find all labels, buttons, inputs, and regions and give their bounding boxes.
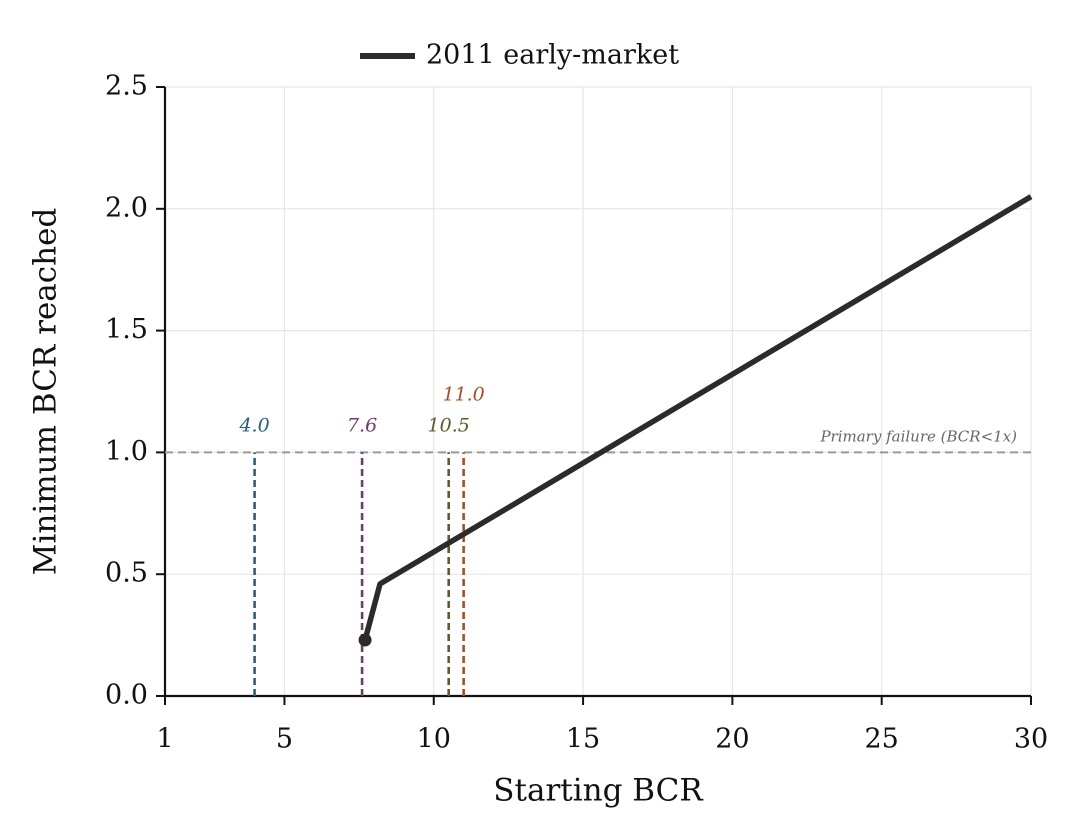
y-tick-label: 1.0 [105, 436, 148, 467]
reference-label: Primary failure (BCR<1x) [819, 427, 1017, 445]
y-tick-label: 2.0 [105, 192, 148, 223]
legend-label: 2011 early-market [426, 40, 679, 71]
y-tick-label: 1.5 [105, 314, 148, 345]
threshold-label: 11.0 [442, 383, 484, 405]
threshold-label: 4.0 [238, 414, 269, 436]
x-tick-label: 1 [156, 724, 173, 755]
x-axis-label: Starting BCR [493, 773, 704, 809]
y-tick-label: 0.5 [105, 558, 148, 589]
threshold-label: 10.5 [428, 414, 470, 436]
x-tick-label: 10 [417, 724, 451, 755]
series-line [362, 194, 1033, 641]
y-tick-label: 0.0 [105, 680, 148, 711]
x-tick-label: 25 [865, 724, 899, 755]
start-marker [358, 633, 372, 647]
x-tick-label: 5 [276, 724, 293, 755]
y-tick-label: 2.5 [105, 71, 148, 102]
x-tick-label: 15 [566, 724, 600, 755]
x-tick-label: 20 [715, 724, 749, 755]
x-tick-label: 30 [1014, 724, 1048, 755]
threshold-label: 7.6 [347, 414, 377, 436]
y-axis-label: Minimum BCR reached [28, 208, 64, 576]
